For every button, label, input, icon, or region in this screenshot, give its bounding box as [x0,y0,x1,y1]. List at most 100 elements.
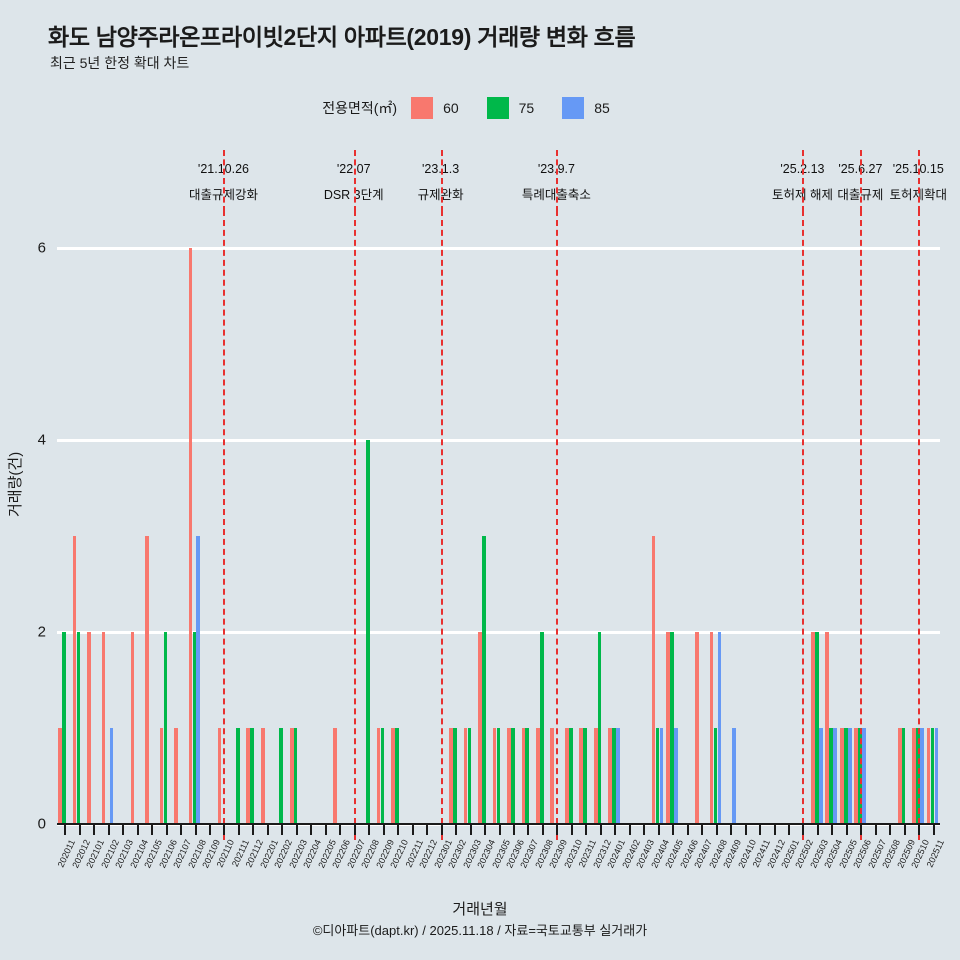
bar[interactable] [597,632,602,824]
bar[interactable] [496,728,501,824]
bar[interactable] [930,728,935,824]
bar[interactable] [188,248,193,824]
event-line-202309 [556,210,559,824]
bar[interactable] [453,728,457,824]
bar[interactable] [235,728,240,824]
x-tick [527,824,530,835]
bar[interactable] [492,728,497,824]
bar[interactable] [174,728,178,824]
bar[interactable] [366,440,370,824]
bar[interactable] [897,728,902,824]
bar[interactable] [847,728,852,824]
bar[interactable] [510,728,515,824]
bar[interactable] [916,728,920,824]
bar[interactable] [521,728,526,824]
bar[interactable] [76,632,81,824]
bar[interactable] [674,728,678,824]
bar[interactable] [101,632,106,824]
x-tick [918,824,921,835]
bar[interactable] [843,728,848,824]
bar[interactable] [525,728,530,824]
bar[interactable] [535,728,540,824]
x-tick [266,824,269,835]
bar[interactable] [130,632,135,824]
bar[interactable] [163,632,168,824]
bar[interactable] [196,536,201,824]
bar[interactable] [854,728,859,824]
bar[interactable] [818,728,823,824]
x-tick [715,824,718,835]
bar[interactable] [568,728,573,824]
bar[interactable] [391,728,395,824]
bar[interactable] [695,632,699,824]
bar[interactable] [833,728,838,824]
bar[interactable] [713,728,718,824]
bar[interactable] [583,728,587,824]
bar[interactable] [62,632,66,824]
bar[interactable] [192,632,197,824]
gridline-6 [57,246,940,250]
bar[interactable] [260,728,265,824]
bar[interactable] [659,728,664,824]
bar[interactable] [463,728,468,824]
bar[interactable] [858,728,863,824]
bar[interactable] [608,728,612,824]
chart-legend: 전용면적(㎡) 60 75 85 [0,97,960,119]
bar[interactable] [655,728,660,824]
legend-entry-75[interactable]: 75 [486,97,557,119]
legend-swatch-85 [562,97,585,119]
bar[interactable] [376,728,381,824]
bar[interactable] [333,728,337,824]
bar[interactable] [550,728,555,824]
bar[interactable] [250,728,255,824]
bar[interactable] [279,728,283,824]
bar[interactable] [564,728,569,824]
bar[interactable] [920,728,924,824]
bar[interactable] [246,728,251,824]
bar[interactable] [539,632,544,824]
bar[interactable] [507,728,511,824]
bar[interactable] [814,632,819,824]
bar[interactable] [58,728,62,824]
bar[interactable] [289,728,294,824]
bar[interactable] [159,728,164,824]
bar[interactable] [612,728,616,824]
bar[interactable] [934,728,939,824]
bar[interactable] [87,632,91,824]
bar[interactable] [616,728,620,824]
bar[interactable] [293,728,298,824]
bar[interactable] [839,728,844,824]
bar[interactable] [449,728,453,824]
legend-entry-60[interactable]: 60 [411,97,481,119]
bar[interactable] [593,728,598,824]
bar[interactable] [217,728,222,824]
bar[interactable] [651,536,656,824]
bar[interactable] [109,728,114,824]
legend-entry-85[interactable]: 85 [562,97,632,119]
x-tick [455,824,458,835]
x-tick [237,824,240,835]
bar[interactable] [829,728,834,824]
bar[interactable] [395,728,399,824]
x-tick [310,824,313,835]
bar[interactable] [717,632,722,824]
bar[interactable] [912,728,916,824]
bar[interactable] [72,536,77,824]
bar[interactable] [811,632,815,824]
bar[interactable] [862,728,866,824]
bar[interactable] [709,632,714,824]
bar[interactable] [666,632,670,824]
page-subtitle: 최근 5년 한정 확대 차트 [50,55,190,71]
bar[interactable] [482,536,486,824]
bar[interactable] [926,728,931,824]
bar[interactable] [579,728,584,824]
bar[interactable] [901,728,906,824]
bar[interactable] [145,536,149,824]
bar[interactable] [478,632,482,824]
bar[interactable] [825,632,830,824]
bar[interactable] [467,728,472,824]
x-tick [382,824,385,835]
bar[interactable] [380,728,385,824]
bar[interactable] [670,632,674,824]
bar[interactable] [732,728,736,824]
